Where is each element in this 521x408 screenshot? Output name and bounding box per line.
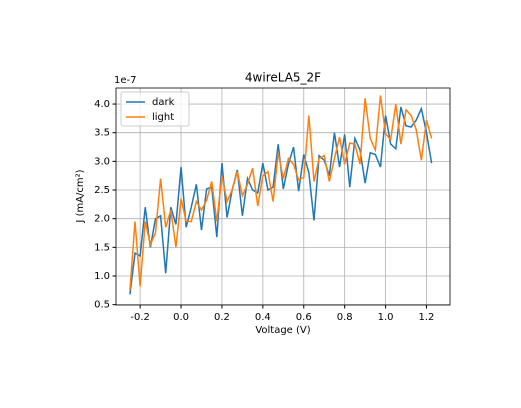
legend-label: dark [152,97,175,108]
x-tick-label: 1.2 [419,312,435,323]
x-tick-label: 0.0 [173,312,189,323]
x-tick-label: 0.6 [296,312,312,323]
legend-label: light [152,112,174,123]
y-tick-label: 1.0 [94,271,110,282]
x-tick-label: -0.2 [130,312,150,323]
x-tick-label: 1.0 [378,312,394,323]
x-tick-label: 0.8 [337,312,353,323]
data-line [129,95,433,291]
y-axis-label: J (mA/cm²) [75,169,86,223]
y-tick-label: 3.0 [94,156,110,167]
chart-title: 4wireLA5_2F [245,71,321,85]
x-tick-label: 0.4 [255,312,271,323]
y-tick-label: 2.0 [94,214,110,225]
y-tick-label: 3.5 [94,128,110,139]
y-tick-label: 1.5 [94,242,110,253]
y-tick-label: 0.5 [94,300,110,311]
x-tick-label: 0.2 [214,312,230,323]
y-offset-label: 1e-7 [114,75,137,86]
plot-frame [115,87,451,306]
y-tick-label: 4.0 [94,99,110,110]
x-axis-label: Voltage (V) [255,325,310,336]
y-tick-label: 2.5 [94,185,110,196]
